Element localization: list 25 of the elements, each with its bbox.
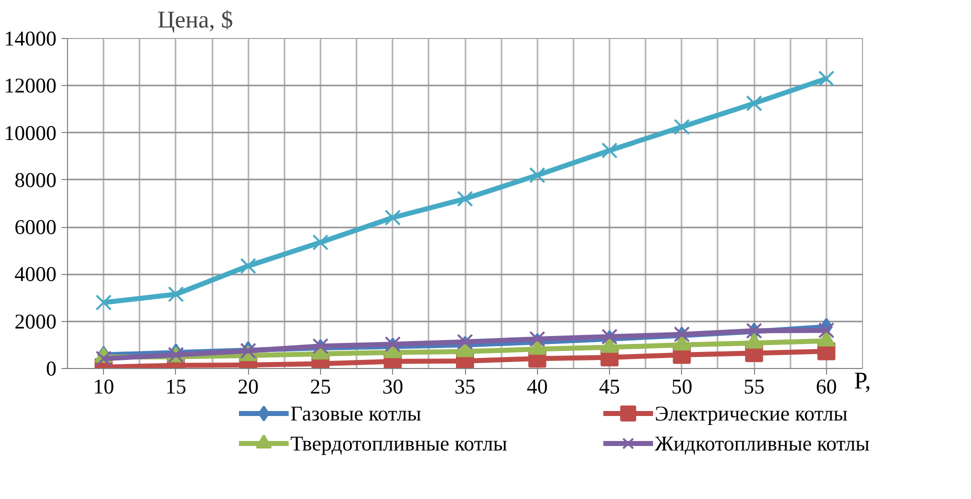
legend-label: Жидкотопливные котлы	[654, 432, 870, 456]
x-tick-label: 50	[671, 374, 692, 398]
y-tick-label: 6000	[14, 215, 56, 240]
legend-label: Твердотопливные котлы	[290, 432, 508, 456]
x-tick-label: 55	[744, 374, 765, 398]
x-tick-label: 45	[599, 374, 620, 398]
legend-label: Электрические котлы	[654, 402, 848, 426]
x-tick-label: 40	[526, 374, 548, 398]
y-axis-title: Цена, $	[158, 8, 233, 34]
x-axis-title: P,	[854, 368, 871, 394]
x-tick-label: 10	[93, 374, 114, 398]
x-tick-label: 15	[165, 374, 186, 398]
x-tick-label: 35	[454, 374, 476, 398]
y-tick-label: 4000	[14, 262, 56, 286]
x-tick-label: 25	[310, 374, 331, 398]
y-tick-label: 2000	[14, 309, 56, 334]
x-tick-label: 20	[238, 374, 259, 398]
y-tick-label: 14000	[4, 26, 56, 50]
y-tick-label: 12000	[4, 74, 56, 98]
y-tick-label: 8000	[14, 168, 56, 192]
y-tick-label: 10000	[4, 120, 56, 145]
y-tick-label: 0	[46, 356, 56, 380]
x-tick-label: 30	[382, 374, 404, 398]
x-tick-label: 60	[816, 374, 837, 398]
legend-label: Газовые котлы	[290, 402, 422, 426]
